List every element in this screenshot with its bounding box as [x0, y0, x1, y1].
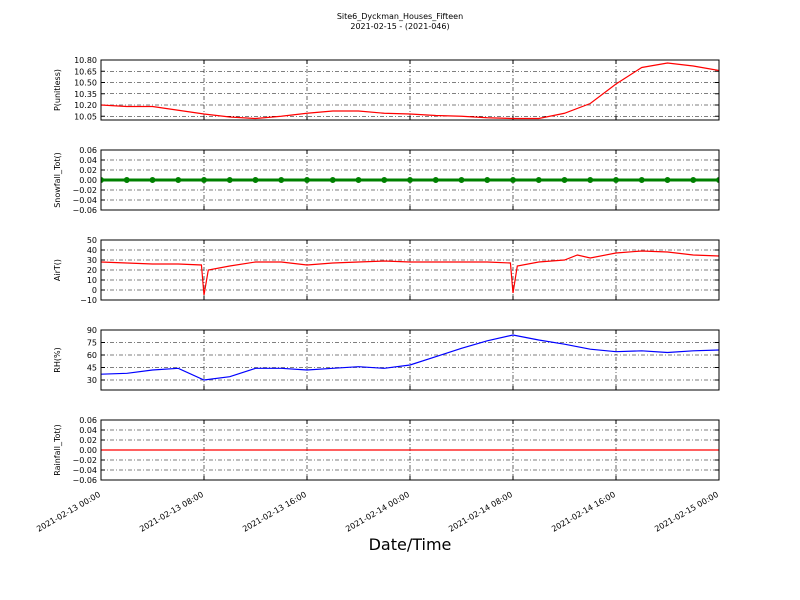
y-tick-label: 10.05 [74, 112, 97, 121]
y-tick-label: 60 [87, 351, 97, 360]
data-point [201, 177, 207, 183]
y-tick-label: 10.35 [74, 90, 97, 99]
chart-title: Site6_Dyckman_Houses_Fifteen [337, 12, 463, 21]
data-point [432, 177, 439, 183]
y-tick-label: 10.80 [74, 56, 97, 65]
plot-area [101, 334, 719, 381]
data-point [278, 177, 285, 183]
data-point [535, 177, 542, 183]
data-point [510, 177, 516, 183]
y-tick-label: 0.02 [79, 436, 97, 445]
data-point [304, 177, 310, 183]
y-tick-label: 0 [92, 286, 97, 295]
y-tick-label: 0.04 [79, 426, 97, 435]
y-tick-label: 0.00 [79, 446, 97, 455]
y-tick-label: −0.02 [72, 456, 97, 465]
y-tick-label: 0.06 [79, 416, 97, 425]
y-tick-label: 30 [87, 256, 97, 265]
y-tick-label: 0.04 [79, 156, 97, 165]
data-point [407, 177, 413, 183]
y-tick-label: 10.50 [74, 79, 97, 88]
y-tick-label: 0.00 [79, 176, 97, 185]
x-axis-label: Date/Time [369, 535, 452, 554]
data-point [484, 177, 491, 183]
axes-frame [100, 149, 720, 211]
data-point [381, 177, 388, 183]
y-tick-label: 10 [87, 276, 97, 285]
y-tick-label: 45 [87, 364, 97, 373]
axes-frame [100, 419, 720, 481]
y-axis-label: Snowfall_Tot() [53, 152, 62, 208]
y-tick-label: 10.20 [74, 101, 97, 110]
y-axis-label: AirT() [53, 259, 62, 281]
y-tick-label: −0.02 [72, 186, 97, 195]
y-axis-label: RH(%) [53, 347, 62, 372]
y-tick-label: −0.04 [72, 196, 97, 205]
axes-frame [100, 239, 720, 301]
data-point [561, 177, 568, 183]
data-point [458, 177, 465, 183]
data-point [329, 177, 336, 183]
data-point [226, 177, 233, 183]
data-line [101, 250, 719, 296]
y-tick-label: 50 [87, 236, 97, 245]
data-point [123, 177, 130, 183]
y-axis-label: P(unitless) [53, 69, 62, 111]
data-point [355, 177, 362, 183]
y-tick-label: −0.06 [72, 206, 97, 215]
data-point [716, 177, 719, 183]
y-tick-label: 20 [87, 266, 97, 275]
data-line [101, 334, 719, 381]
y-tick-label: −0.04 [72, 466, 97, 475]
chart-subtitle: 2021-02-15 - (2021-046) [350, 22, 449, 31]
data-point [149, 177, 156, 183]
data-point [638, 177, 645, 183]
y-tick-label: 90 [87, 326, 97, 335]
y-tick-label: 0.02 [79, 166, 97, 175]
data-point [175, 177, 182, 183]
plot-area [101, 250, 719, 296]
plot-area [101, 177, 719, 183]
axes-frame [100, 329, 720, 391]
data-point [690, 177, 697, 183]
y-tick-label: 30 [87, 376, 97, 385]
data-point [252, 177, 259, 183]
y-tick-label: −10 [80, 296, 97, 305]
y-tick-label: 0.06 [79, 146, 97, 155]
data-line [101, 62, 719, 120]
axes-frame [100, 59, 720, 121]
y-tick-label: 75 [87, 339, 97, 348]
y-axis-label: Rainfall_Tot() [53, 424, 62, 476]
plot-area [101, 62, 719, 120]
y-tick-label: −0.06 [72, 476, 97, 485]
data-point [664, 177, 671, 183]
y-tick-label: 40 [87, 246, 97, 255]
data-point [587, 177, 594, 183]
data-point [613, 177, 619, 183]
y-tick-label: 10.65 [74, 67, 97, 76]
data-point [101, 177, 104, 183]
